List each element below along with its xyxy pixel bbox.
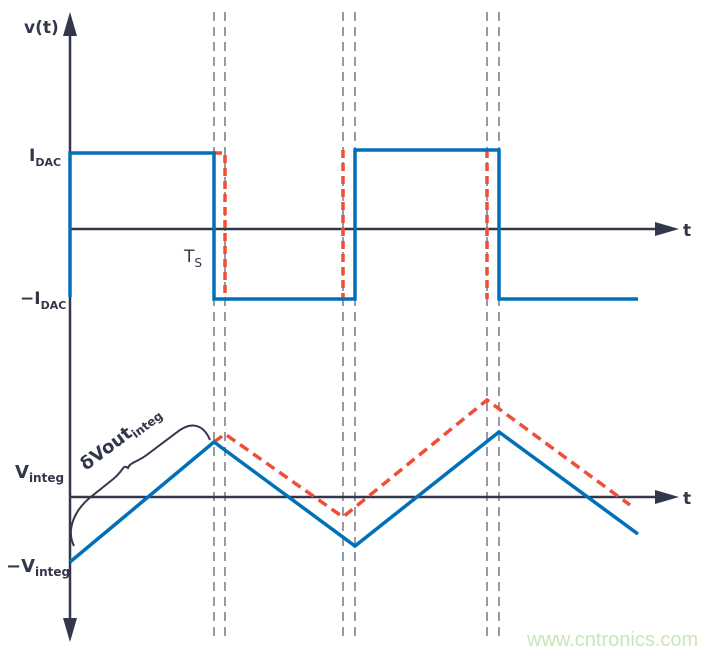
delta-vout-brace <box>69 424 211 547</box>
upper-t-label: t <box>683 221 691 241</box>
delayed-dac-waveform <box>214 151 227 299</box>
delayed-integrator-waveform <box>212 397 632 520</box>
y-axis-down-arrow-icon <box>63 618 77 642</box>
y-axis-label: v(t) <box>24 18 59 38</box>
neg-vinteg-label: −Vinteg <box>6 556 70 579</box>
lower-t-arrow-icon <box>655 490 679 504</box>
watermark: www.cntronics.com <box>526 629 698 651</box>
ideal-dac-waveform <box>68 148 638 301</box>
delta-vout-label: δVoutinteg <box>76 402 165 477</box>
y-axis-up-arrow-icon <box>63 12 77 36</box>
lower-t-label: t <box>683 489 691 509</box>
upper-t-arrow-icon <box>655 222 679 236</box>
vinteg-label: Vinteg <box>15 462 64 485</box>
neg-idac-label: −IDAC <box>20 289 66 312</box>
timing-guides <box>213 12 500 642</box>
idac-label: IDAC <box>29 146 61 169</box>
ideal-integrator-waveform <box>68 429 640 564</box>
ts-label: TS <box>183 247 202 270</box>
